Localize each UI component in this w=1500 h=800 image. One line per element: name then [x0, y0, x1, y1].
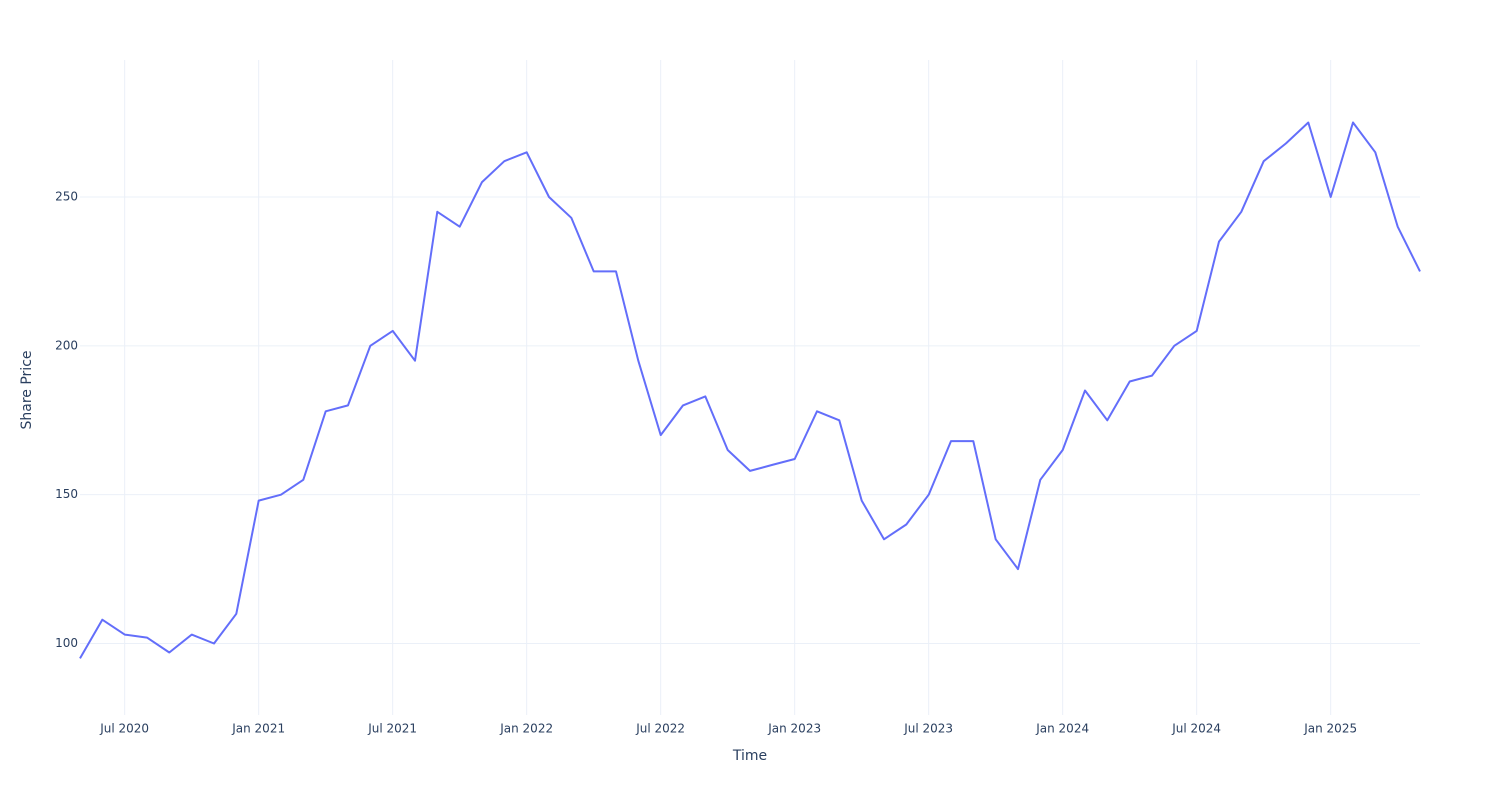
- x-tick-label: Jul 2020: [99, 722, 149, 736]
- line-series: [79, 121, 1421, 659]
- x-tick-label: Jul 2021: [367, 722, 417, 736]
- x-tick-label: Jan 2025: [1303, 722, 1357, 736]
- y-axis-title: Share Price: [19, 350, 35, 429]
- y-tick-label: 100: [55, 636, 78, 650]
- x-tick-label: Jan 2024: [1035, 722, 1089, 736]
- y-tick-label: 150: [55, 487, 78, 501]
- x-tick-label: Jul 2024: [1171, 722, 1221, 736]
- x-tick-label: Jul 2023: [903, 722, 953, 736]
- x-axis-title: Time: [732, 748, 767, 764]
- y-tick-label: 250: [55, 189, 78, 203]
- y-tick-label: 200: [55, 338, 78, 352]
- x-tick-label: Jan 2022: [499, 722, 553, 736]
- x-tick-label: Jan 2021: [231, 722, 285, 736]
- x-tick-label: Jan 2023: [767, 722, 821, 736]
- x-tick-label: Jul 2022: [635, 722, 685, 736]
